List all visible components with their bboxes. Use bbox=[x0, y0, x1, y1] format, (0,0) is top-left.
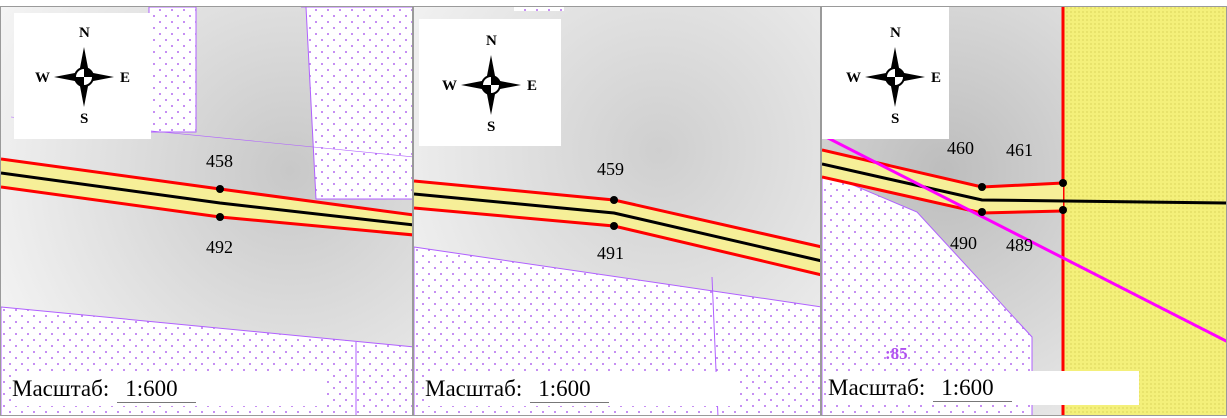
scale-box: Масштаб: 1:600 bbox=[12, 372, 324, 406]
compass-west: W bbox=[442, 78, 457, 94]
scale-label: Масштаб: bbox=[828, 375, 926, 400]
compass-rose: N S W E bbox=[419, 19, 561, 146]
point-label: 458 bbox=[206, 151, 233, 171]
scale-value: 1:600 bbox=[933, 375, 1012, 402]
compass-north: N bbox=[486, 33, 497, 49]
point-label: 461 bbox=[1006, 140, 1033, 160]
point-label: 460 bbox=[947, 138, 974, 158]
map-panel-2: N S W E 459 491 Масштаб: 1:600 bbox=[413, 6, 821, 416]
compass-icon bbox=[54, 47, 114, 107]
magenta-line bbox=[822, 133, 1226, 343]
centerline bbox=[414, 192, 820, 263]
survey-point-458 bbox=[216, 185, 224, 193]
compass-south: S bbox=[487, 119, 496, 135]
survey-point-491 bbox=[610, 222, 618, 230]
compass-rose: N S W E bbox=[14, 13, 151, 139]
map-panel-3: N S W E 460 461 490 489 :85 Масштаб: 1:6… bbox=[821, 6, 1227, 416]
yellow-zone bbox=[1063, 7, 1226, 415]
compass-rose: N S W E bbox=[822, 7, 949, 139]
compass-west: W bbox=[35, 70, 50, 86]
survey-point-459 bbox=[610, 196, 618, 204]
scale-box: Масштаб: 1:600 bbox=[425, 372, 738, 406]
compass-north: N bbox=[890, 25, 901, 41]
point-label: 489 bbox=[1006, 235, 1033, 255]
scale-label: Масштаб: bbox=[425, 376, 523, 401]
scale-box: Масштаб: 1:600 bbox=[828, 371, 1139, 405]
survey-point-489 bbox=[1059, 206, 1067, 214]
map-panel-1: N S W E 458 492 Масштаб: 1:600 bbox=[0, 6, 413, 416]
survey-point-461 bbox=[1059, 179, 1067, 187]
centerline bbox=[1, 171, 412, 227]
compass-east: E bbox=[931, 70, 942, 86]
compass-west: W bbox=[846, 70, 861, 86]
scale-label: Масштаб: bbox=[12, 376, 110, 401]
survey-point-490 bbox=[978, 208, 986, 216]
parcel-area bbox=[148, 7, 197, 133]
compass-east: E bbox=[527, 78, 538, 94]
compass-south: S bbox=[891, 111, 900, 127]
compass-north: N bbox=[79, 25, 90, 41]
road-strip bbox=[1, 159, 412, 235]
scale-value: 1:600 bbox=[530, 376, 609, 403]
compass-icon bbox=[461, 55, 521, 115]
centerline bbox=[822, 162, 1226, 205]
point-label: 491 bbox=[597, 243, 624, 263]
point-label: 492 bbox=[206, 237, 233, 257]
survey-point-492 bbox=[216, 213, 224, 221]
parcel-label: :85 bbox=[885, 344, 908, 363]
point-label: 490 bbox=[950, 233, 977, 253]
scale-value: 1:600 bbox=[117, 376, 196, 403]
compass-icon bbox=[865, 47, 925, 107]
compass-south: S bbox=[80, 111, 89, 127]
parcel-area bbox=[301, 7, 412, 200]
survey-point-460 bbox=[978, 183, 986, 191]
compass-east: E bbox=[120, 70, 131, 86]
point-label: 459 bbox=[597, 159, 624, 179]
